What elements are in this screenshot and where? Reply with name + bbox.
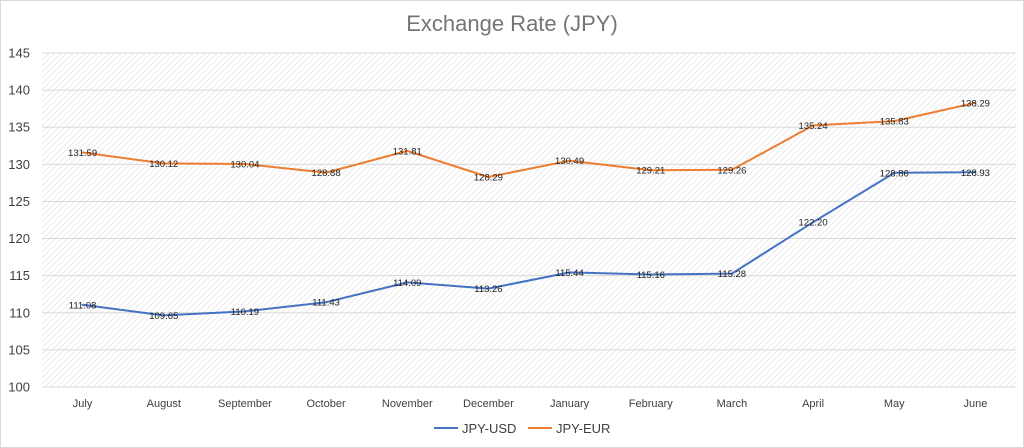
series-group: 111.08 109.65 110.19 111.43 114.09 113.26 115.… (68, 98, 990, 322)
data-label: 131.81 (393, 146, 422, 157)
gridlines (42, 52, 1016, 388)
y-axis: 100 105 110 115 120 125 130 135 140 145 (8, 46, 30, 395)
x-tick-label: August (147, 398, 181, 410)
y-tick-label: 120 (8, 231, 30, 246)
data-label: 128.29 (474, 173, 503, 184)
x-tick-label: March (717, 398, 748, 410)
x-tick-label: July (73, 398, 93, 410)
series-line-jpy-eur (81, 101, 977, 178)
x-tick-label: February (629, 398, 674, 410)
y-tick-label: 145 (8, 46, 30, 61)
x-tick-label: June (963, 398, 987, 410)
y-tick-label: 125 (8, 194, 30, 209)
x-tick-label: November (382, 398, 433, 410)
data-label: 122.20 (799, 218, 828, 229)
x-tick-label: December (463, 398, 514, 410)
y-tick-label: 130 (8, 157, 30, 172)
data-label: 131.59 (68, 148, 97, 159)
data-label: 111.08 (69, 300, 97, 311)
x-tick-label: September (218, 398, 272, 410)
y-tick-label: 100 (8, 380, 30, 395)
data-label: 110.19 (231, 307, 259, 318)
x-axis: July August September October November Decemb… (73, 398, 988, 410)
data-label: 138.29 (961, 98, 990, 109)
data-label: 111.43 (312, 298, 340, 309)
y-tick-label: 140 (8, 83, 30, 98)
x-tick-label: January (550, 398, 590, 410)
legend-label: JPY-USD (462, 421, 516, 436)
data-label: 129.26 (717, 165, 746, 176)
data-label: 128.88 (312, 168, 341, 179)
data-label: 109.65 (149, 311, 178, 322)
legend: JPY-USD JPY-EUR (434, 421, 610, 436)
data-label: 130.12 (149, 159, 178, 170)
series-line-jpy-usd (81, 171, 977, 317)
data-label: 135.83 (880, 117, 909, 128)
x-tick-label: October (307, 398, 346, 410)
data-label: 115.16 (637, 270, 665, 281)
y-tick-label: 115 (9, 268, 30, 283)
y-tick-label: 135 (8, 120, 30, 135)
data-label: 129.21 (636, 166, 665, 177)
legend-label: JPY-EUR (556, 421, 610, 436)
data-label: 130.49 (555, 156, 584, 167)
data-label: 115.44 (555, 268, 583, 279)
data-label: 128.93 (961, 168, 990, 179)
chart-title: Exchange Rate (JPY) (406, 11, 618, 36)
data-label: 114.09 (393, 278, 421, 289)
data-label: 130.04 (230, 160, 259, 171)
x-tick-label: May (884, 398, 905, 410)
y-tick-label: 105 (8, 342, 30, 357)
y-tick-label: 110 (9, 305, 30, 320)
data-label: 128.86 (880, 168, 909, 179)
x-tick-label: April (802, 398, 824, 410)
plot-area (42, 53, 1016, 387)
data-label: 113.26 (474, 284, 502, 295)
data-label: 135.24 (799, 121, 828, 132)
data-label: 115.28 (718, 269, 746, 280)
